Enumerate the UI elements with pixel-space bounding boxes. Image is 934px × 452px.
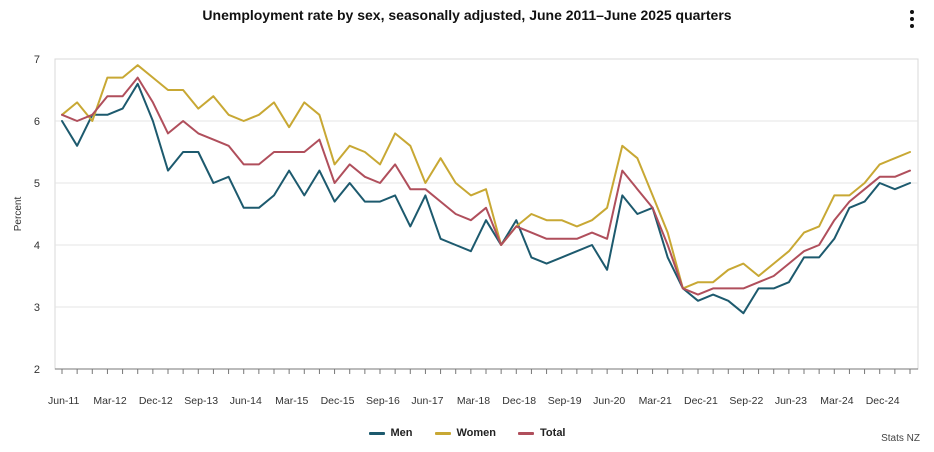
legend-label-total: Total <box>540 427 566 439</box>
x-tick-label: Dec-12 <box>139 395 173 407</box>
y-tick-label: 4 <box>34 240 40 252</box>
x-tick-label: Sep-16 <box>366 395 400 407</box>
x-tick-label: Dec-15 <box>321 395 355 407</box>
chart-title: Unemployment rate by sex, seasonally adj… <box>202 7 732 23</box>
y-tick-label: 3 <box>34 302 40 314</box>
legend-item-women[interactable]: Women <box>434 427 497 439</box>
x-tick-label: Mar-12 <box>93 395 126 407</box>
x-tick-label: Jun-20 <box>593 395 625 407</box>
x-tick-label: Jun-17 <box>411 395 443 407</box>
y-axis-label: Percent <box>13 197 24 232</box>
x-tick-label: Jun-11 <box>48 395 79 407</box>
legend-label-men: Men <box>390 427 413 439</box>
y-tick-label: 2 <box>34 364 40 376</box>
y-tick-label: 5 <box>34 178 40 190</box>
series-line-total <box>61 76 911 296</box>
legend-swatch-men <box>368 431 385 435</box>
x-tick-label: Jun-14 <box>230 395 262 407</box>
chart-legend: Men Women Total <box>0 427 934 439</box>
kebab-menu-icon[interactable] <box>906 10 918 32</box>
source-label: Stats NZ <box>881 433 920 444</box>
legend-item-men[interactable]: Men <box>368 427 413 439</box>
series-line-women <box>61 64 911 290</box>
x-tick-label: Dec-24 <box>866 395 900 407</box>
y-tick-label: 7 <box>34 54 40 66</box>
x-tick-label: Mar-15 <box>275 395 308 407</box>
legend-swatch-total <box>518 431 535 435</box>
y-tick-label: 6 <box>34 116 40 128</box>
plot-area-border <box>54 58 919 370</box>
x-tick-label: Sep-13 <box>184 395 218 407</box>
x-tick-label: Mar-18 <box>457 395 490 407</box>
x-tick-label: Sep-22 <box>729 395 763 407</box>
legend-label-women: Women <box>456 427 497 439</box>
x-tick-label: Dec-18 <box>502 395 536 407</box>
x-tick-label: Mar-21 <box>639 395 672 407</box>
series-line-men <box>61 82 911 315</box>
x-tick-label: Dec-21 <box>684 395 718 407</box>
x-tick-label: Mar-24 <box>820 395 853 407</box>
x-tick-label: Sep-19 <box>548 395 582 407</box>
legend-swatch-women <box>434 431 451 435</box>
x-tick-label: Jun-23 <box>775 395 807 407</box>
legend-item-total[interactable]: Total <box>518 427 566 439</box>
